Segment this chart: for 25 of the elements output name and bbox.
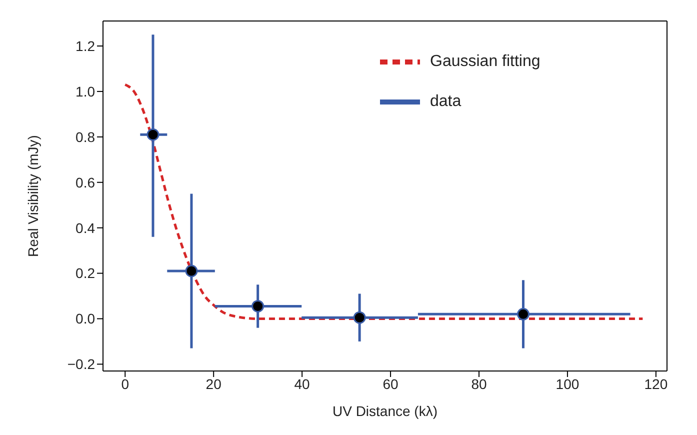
- x-tick-label: 60: [382, 376, 399, 392]
- x-tick-label: 40: [294, 376, 310, 392]
- x-tick-label: 20: [206, 376, 222, 392]
- y-tick-label: 1.2: [76, 38, 96, 54]
- point: [516, 308, 530, 320]
- x-tick-label: 0: [121, 376, 130, 392]
- point: [252, 300, 264, 312]
- point: [185, 264, 198, 278]
- y-tick-label: −0.2: [67, 356, 96, 372]
- line-series: [124, 83, 644, 320]
- y-tick-label: 0.0: [76, 310, 96, 327]
- y-tick-label: 0.2: [76, 265, 96, 282]
- legend-label: Gaussian fitting: [430, 53, 540, 70]
- y-tick-label: 0.4: [76, 220, 96, 236]
- x-tick-label: 120: [644, 376, 668, 392]
- y-tick-label: 0.8: [76, 128, 96, 145]
- x-axis-title: UV Distance (kλ): [332, 403, 438, 419]
- y-tick-label: 1.0: [76, 83, 96, 100]
- y-tick-label: 0.6: [76, 174, 96, 190]
- y-axis-title: Real Visibility (mJy): [24, 135, 41, 257]
- point: [353, 311, 366, 324]
- legend-label: data: [430, 93, 462, 110]
- x-tick-label: 100: [556, 376, 580, 392]
- x-tick-label: 80: [471, 376, 487, 392]
- point: [146, 128, 160, 141]
